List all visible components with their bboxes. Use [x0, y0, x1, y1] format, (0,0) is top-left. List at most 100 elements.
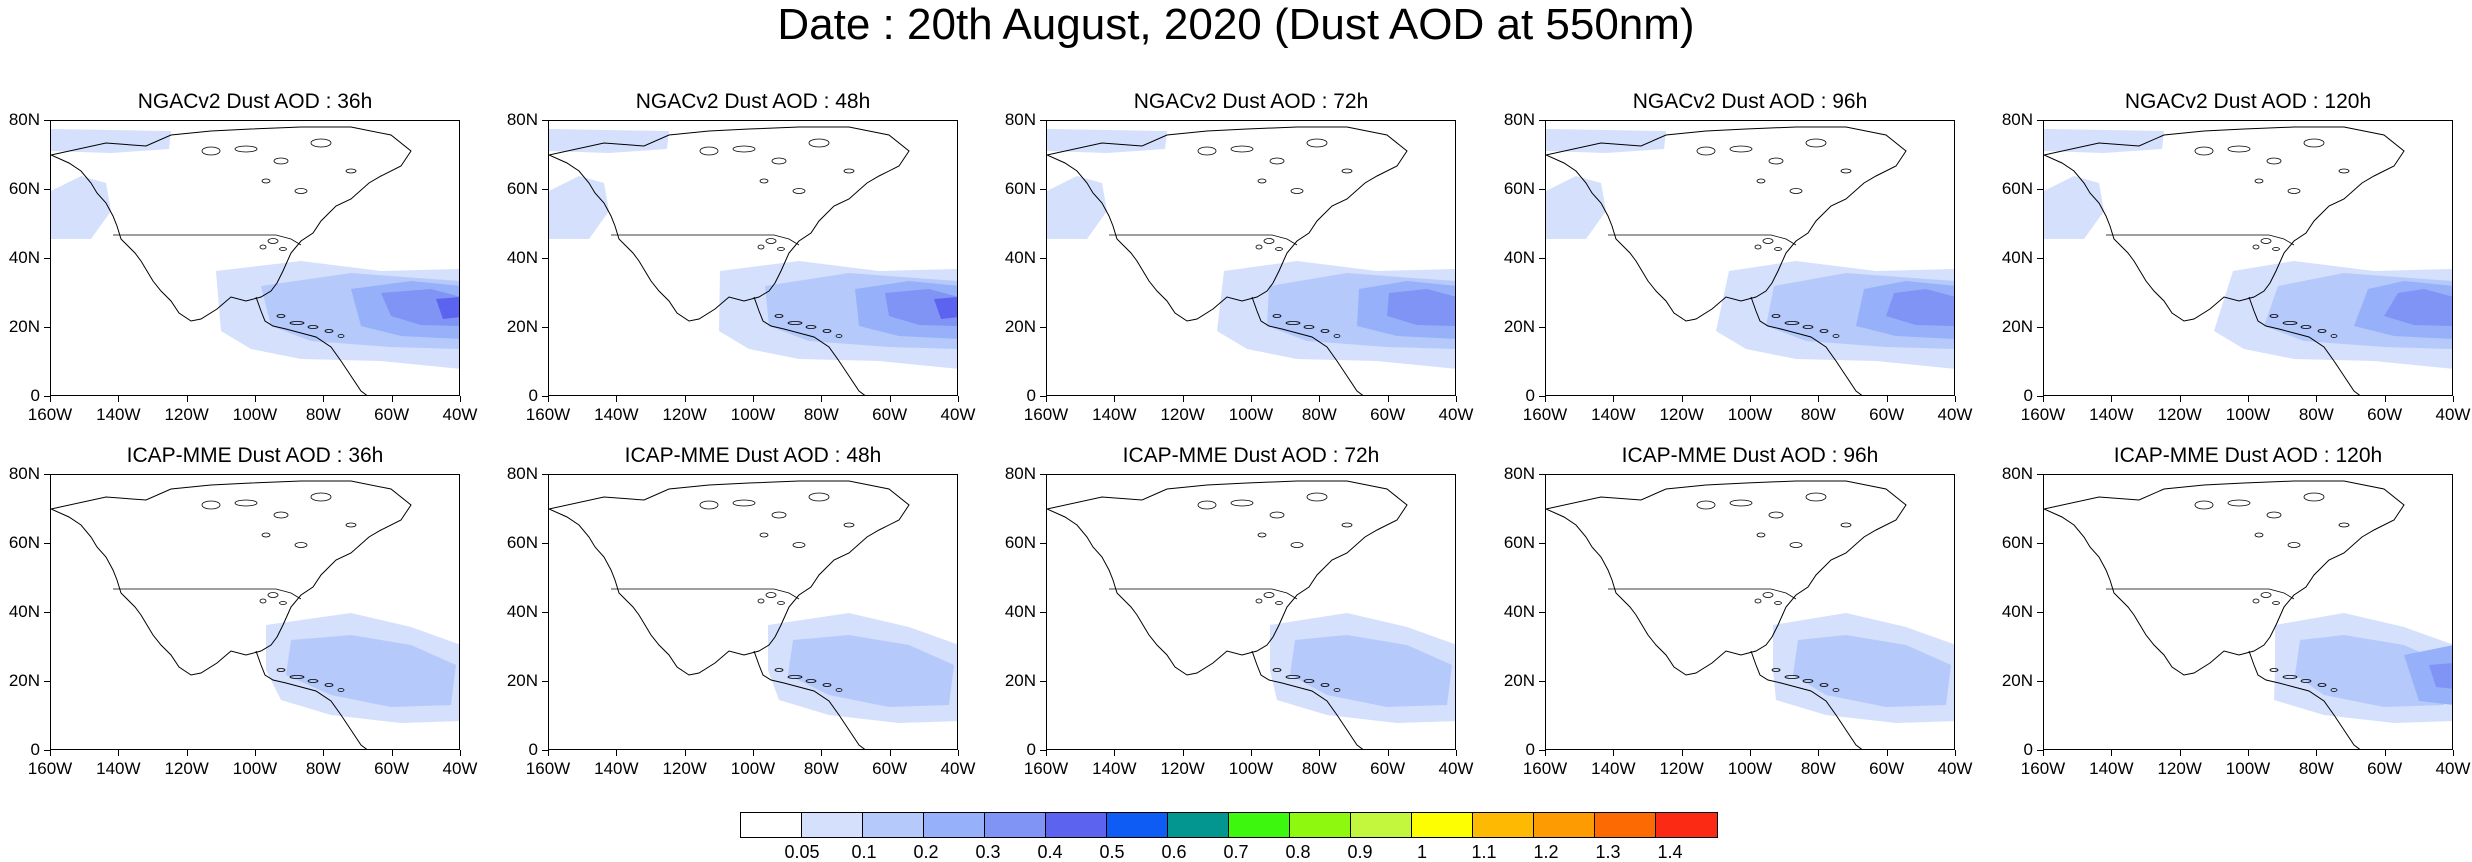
coastline: [1546, 480, 1907, 676]
national-border: [1109, 234, 1298, 246]
panel-title: ICAP-MME Dust AOD : 48h: [624, 444, 882, 467]
island-outline: [808, 138, 830, 148]
colorbar: [740, 812, 1718, 838]
island-outline: [805, 325, 817, 329]
dust-aod-contour: [2429, 663, 2452, 689]
colorbar-swatch: [863, 813, 924, 837]
latitude-tick: [44, 327, 50, 328]
longitude-tick: [889, 750, 891, 756]
lake-outline: [1754, 244, 1762, 250]
island-outline: [1771, 314, 1781, 318]
island-outline: [732, 499, 756, 507]
longitude-label: 120W: [2157, 405, 2202, 424]
island-outline: [345, 168, 357, 174]
longitude-label: 140W: [2089, 405, 2134, 424]
coastline: [549, 126, 910, 322]
longitude-label: 140W: [1092, 405, 1137, 424]
lake-outline: [2252, 244, 2260, 250]
latitude-label: 0: [528, 386, 538, 405]
island-outline: [1789, 542, 1803, 548]
panel-title: NGACv2 Dust AOD : 48h: [635, 90, 871, 113]
longitude-tick: [2384, 750, 2386, 756]
latitude-label: 20N: [506, 671, 538, 690]
panel-title: ICAP-MME Dust AOD : 72h: [1122, 444, 1380, 467]
latitude-tick: [1539, 396, 1545, 397]
map-panel: [2043, 474, 2453, 750]
island-outline: [1756, 532, 1766, 538]
longitude-label: 60W: [872, 405, 908, 424]
island-outline: [2303, 138, 2325, 148]
island-outline: [276, 668, 286, 672]
map-svg: [51, 480, 459, 749]
longitude-tick: [323, 396, 325, 402]
longitude-label: 80W: [305, 405, 341, 424]
latitude-label: 20N: [1503, 671, 1535, 690]
dust-aod-contour: [2295, 635, 2449, 707]
longitude-label: 160W: [1522, 759, 1568, 778]
colorbar-swatch: [1595, 813, 1656, 837]
longitude-label: 80W: [803, 759, 839, 778]
longitude-tick: [753, 396, 754, 402]
island-outline: [324, 683, 334, 687]
colorbar-swatch: [741, 813, 802, 837]
latitude-tick: [542, 258, 548, 259]
longitude-label: 120W: [662, 405, 707, 424]
national-border: [1109, 588, 1298, 600]
latitude-label: 80N: [1503, 110, 1535, 129]
lake-outline: [1255, 598, 1263, 604]
island-outline: [835, 688, 843, 692]
latitude-tick: [44, 474, 50, 475]
map-panel: [1545, 474, 1955, 750]
longitude-label: 80W: [305, 759, 341, 778]
island-outline: [1197, 146, 1217, 156]
lake-outline: [2260, 238, 2272, 244]
latitude-tick: [44, 750, 50, 751]
island-outline: [2269, 314, 2279, 318]
latitude-tick: [44, 543, 50, 544]
lake-outline: [1263, 592, 1275, 598]
latitude-tick: [44, 396, 50, 397]
latitude-tick: [1539, 612, 1545, 613]
panel-title: ICAP-MME Dust AOD : 36h: [126, 444, 384, 467]
longitude-tick: [186, 750, 188, 756]
longitude-tick: [1319, 396, 1321, 402]
island-outline: [1230, 499, 1254, 507]
island-outline: [2227, 145, 2251, 153]
island-outline: [1784, 675, 1800, 679]
longitude-label: 40W: [940, 405, 976, 424]
latitude-tick: [542, 750, 548, 751]
longitude-tick: [1251, 750, 1252, 756]
lake-outline: [757, 598, 765, 604]
island-outline: [2194, 500, 2214, 510]
national-border: [611, 234, 800, 246]
island-outline: [1784, 321, 1800, 325]
island-outline: [337, 334, 345, 338]
island-outline: [2287, 542, 2301, 548]
map-svg: [549, 126, 957, 395]
longitude-tick: [1955, 750, 1956, 756]
colorbar-label: 0.05: [784, 842, 820, 862]
island-outline: [1832, 334, 1840, 338]
latitude-label: 20N: [2001, 317, 2033, 336]
longitude-tick: [255, 750, 256, 756]
latitude-tick: [1539, 327, 1545, 328]
coastline: [1750, 650, 1863, 749]
coastline: [255, 296, 368, 395]
island-outline: [1840, 522, 1852, 528]
coastline: [1251, 296, 1364, 395]
latitude-label: 20N: [1503, 317, 1535, 336]
colorbar-label: 0.3: [975, 842, 1001, 862]
dust-aod-contour: [1290, 635, 1452, 707]
map-panel: [1046, 474, 1456, 750]
coastline: [2044, 126, 2405, 322]
latitude-label: 40N: [8, 248, 40, 267]
lake-outline: [259, 598, 267, 604]
latitude-tick: [542, 120, 548, 121]
island-outline: [345, 522, 357, 528]
colorbar-label: 1.4: [1657, 842, 1683, 862]
dust-aod-contour: [1387, 289, 1455, 326]
island-outline: [822, 329, 832, 333]
island-outline: [1696, 500, 1716, 510]
coastline: [1047, 480, 1408, 676]
longitude-tick: [958, 750, 959, 756]
